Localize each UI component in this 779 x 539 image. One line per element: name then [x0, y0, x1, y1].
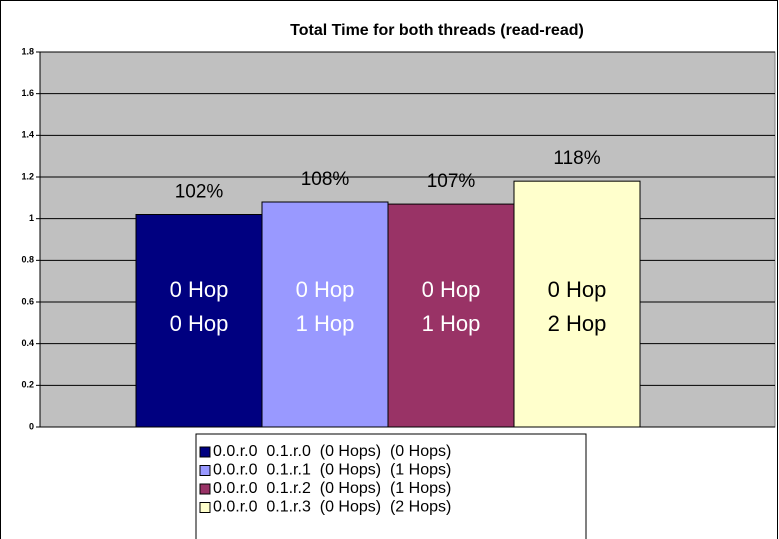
data-label: 108% — [301, 169, 350, 190]
data-label: 102% — [175, 182, 224, 203]
y-tick-label: 1.6 — [21, 88, 34, 98]
bar-inner-label: 2 Hop — [548, 311, 607, 336]
y-tick-label: 0.8 — [21, 255, 34, 265]
legend-label: 0.0.r.0 0.1.r.0 (0 Hops) (0 Hops) — [213, 443, 451, 460]
y-tick-label: 1.4 — [21, 130, 34, 140]
y-tick-label: 0.4 — [21, 338, 34, 348]
data-label: 118% — [553, 148, 600, 169]
bar-inner-label: 0 Hop — [548, 277, 607, 302]
bar — [135, 214, 263, 428]
legend-label: 0.0.r.0 0.1.r.3 (0 Hops) (2 Hops) — [213, 499, 451, 516]
y-tick-label: 0.6 — [21, 296, 34, 306]
bar — [513, 180, 641, 428]
bar-inner-label: 1 Hop — [296, 311, 355, 336]
legend — [195, 433, 587, 539]
legend-swatch — [199, 483, 211, 495]
bar-inner-label: 0 Hop — [170, 311, 229, 336]
legend-label: 0.0.r.0 0.1.r.2 (0 Hops) (1 Hops) — [213, 480, 451, 497]
bar — [261, 201, 389, 428]
bar-inner-label: 0 Hop — [296, 277, 355, 302]
legend-swatch — [199, 465, 211, 476]
chart-title: Total Time for both threads (read-read) — [290, 22, 584, 39]
bar-inner-label: 0 Hop — [170, 277, 229, 302]
y-tick-label: 1.8 — [21, 46, 34, 56]
data-label: 107% — [427, 171, 476, 192]
y-tick-label: 0.2 — [21, 380, 34, 390]
y-tick-label: 1 — [29, 213, 34, 223]
bar — [387, 203, 515, 428]
legend-swatch — [199, 446, 211, 458]
y-tick-label: 0 — [29, 421, 34, 431]
legend-label: 0.0.r.0 0.1.r.1 (0 Hops) (1 Hops) — [213, 462, 451, 479]
y-tick-label: 1.2 — [21, 171, 34, 181]
bar-inner-label: 1 Hop — [422, 311, 481, 336]
legend-swatch — [199, 502, 211, 513]
bar-inner-label: 0 Hop — [422, 277, 481, 302]
